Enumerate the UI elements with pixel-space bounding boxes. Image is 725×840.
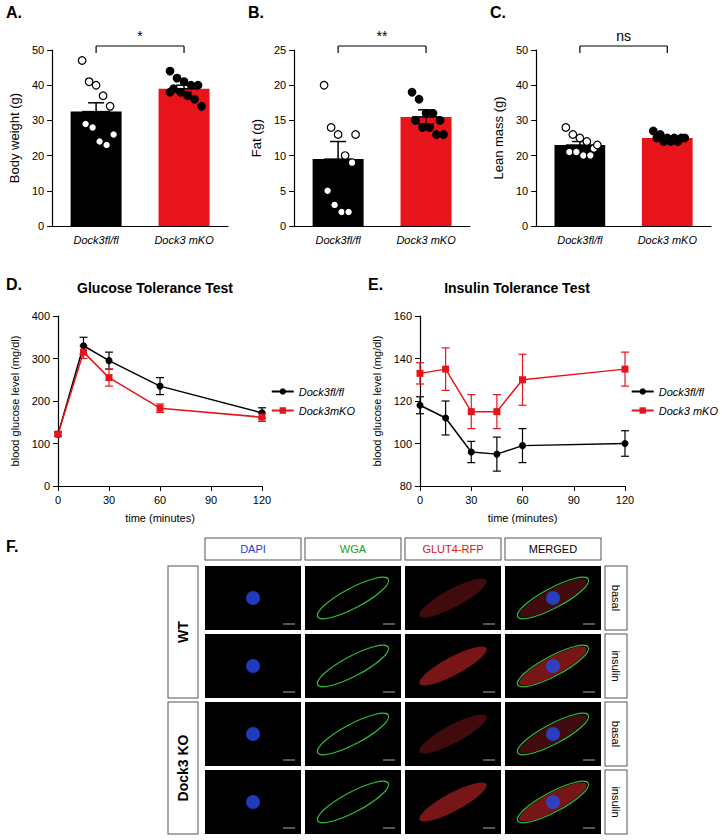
- svg-text:Fat (g): Fat (g): [249, 119, 264, 157]
- svg-text:MERGED: MERGED: [529, 543, 577, 555]
- svg-text:GLUT4-RFP: GLUT4-RFP: [422, 543, 483, 555]
- svg-text:90: 90: [205, 494, 217, 506]
- svg-text:40: 40: [32, 79, 44, 91]
- svg-text:30: 30: [32, 114, 44, 126]
- svg-text:C.: C.: [490, 4, 506, 21]
- svg-text:B.: B.: [248, 4, 264, 21]
- svg-text:160: 160: [394, 310, 412, 322]
- svg-text:E.: E.: [368, 276, 383, 293]
- svg-text:F.: F.: [6, 538, 18, 555]
- svg-text:insulin: insulin: [610, 650, 622, 681]
- svg-text:120: 120: [253, 494, 271, 506]
- svg-text:30: 30: [103, 494, 115, 506]
- svg-text:basal: basal: [610, 721, 622, 747]
- svg-text:Body weight (g): Body weight (g): [7, 93, 22, 183]
- svg-text:WGA: WGA: [340, 543, 367, 555]
- svg-text:10: 10: [32, 185, 44, 197]
- svg-text:Dock3 KO: Dock3 KO: [175, 734, 191, 801]
- svg-text:80: 80: [400, 480, 412, 492]
- svg-text:Dock3fl/fl: Dock3fl/fl: [315, 234, 361, 246]
- svg-text:*: *: [137, 28, 143, 44]
- svg-text:Dock3fl/fl: Dock3fl/fl: [659, 386, 705, 398]
- svg-text:20: 20: [32, 150, 44, 162]
- svg-text:25: 25: [274, 44, 286, 56]
- svg-text:10: 10: [516, 185, 528, 197]
- svg-text:100: 100: [394, 438, 412, 450]
- svg-text:time (minutes): time (minutes): [125, 512, 195, 524]
- svg-text:90: 90: [568, 494, 580, 506]
- svg-text:ns: ns: [616, 28, 631, 44]
- svg-text:insulin: insulin: [610, 786, 622, 817]
- svg-text:A.: A.: [6, 4, 22, 21]
- svg-text:WT: WT: [175, 621, 191, 643]
- svg-text:D.: D.: [6, 276, 22, 293]
- svg-text:15: 15: [274, 114, 286, 126]
- svg-text:Dock3 mKO: Dock3 mKO: [659, 405, 719, 417]
- svg-text:50: 50: [516, 44, 528, 56]
- svg-text:100: 100: [32, 438, 50, 450]
- svg-text:Lean mass (g): Lean mass (g): [491, 96, 506, 179]
- svg-text:Dock3fl/fl: Dock3fl/fl: [73, 234, 119, 246]
- svg-text:0: 0: [55, 494, 61, 506]
- svg-text:5: 5: [280, 185, 286, 197]
- svg-text:Dock3 mKO: Dock3 mKO: [638, 234, 698, 246]
- svg-text:120: 120: [616, 494, 634, 506]
- svg-text:time (minutes): time (minutes): [488, 512, 558, 524]
- svg-text:basal: basal: [610, 585, 622, 611]
- svg-text:10: 10: [274, 150, 286, 162]
- svg-text:0: 0: [38, 220, 44, 232]
- svg-text:0: 0: [522, 220, 528, 232]
- svg-text:30: 30: [465, 494, 477, 506]
- svg-text:200: 200: [32, 395, 50, 407]
- svg-text:300: 300: [32, 353, 50, 365]
- svg-text:Dock3fl/fl: Dock3fl/fl: [299, 386, 345, 398]
- svg-text:120: 120: [394, 395, 412, 407]
- svg-text:50: 50: [32, 44, 44, 56]
- svg-text:blood glucose level (mg/dl): blood glucose level (mg/dl): [371, 336, 383, 467]
- svg-text:Dock3 mKO: Dock3 mKO: [154, 234, 214, 246]
- svg-text:400: 400: [32, 310, 50, 322]
- svg-text:Insulin Tolerance Test: Insulin Tolerance Test: [444, 280, 590, 296]
- svg-text:20: 20: [516, 150, 528, 162]
- svg-text:30: 30: [516, 114, 528, 126]
- svg-text:Dock3mKO: Dock3mKO: [299, 405, 356, 417]
- svg-text:0: 0: [280, 220, 286, 232]
- svg-text:140: 140: [394, 353, 412, 365]
- svg-text:Glucose Tolerance Test: Glucose Tolerance Test: [77, 280, 233, 296]
- svg-text:DAPI: DAPI: [240, 543, 266, 555]
- svg-text:40: 40: [516, 79, 528, 91]
- svg-text:60: 60: [154, 494, 166, 506]
- svg-text:Dock3fl/fl: Dock3fl/fl: [557, 234, 603, 246]
- svg-text:blood glucose level (mg/dl): blood glucose level (mg/dl): [9, 336, 21, 467]
- svg-text:Dock3 mKO: Dock3 mKO: [396, 234, 456, 246]
- svg-text:**: **: [377, 28, 388, 44]
- svg-text:20: 20: [274, 79, 286, 91]
- svg-text:0: 0: [417, 494, 423, 506]
- svg-text:0: 0: [44, 480, 50, 492]
- svg-text:60: 60: [516, 494, 528, 506]
